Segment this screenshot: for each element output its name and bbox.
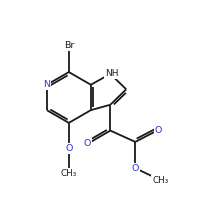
Text: O: O bbox=[65, 144, 73, 153]
Text: Br: Br bbox=[64, 41, 74, 50]
Text: O: O bbox=[132, 164, 139, 173]
Text: O: O bbox=[84, 139, 91, 148]
Text: CH₃: CH₃ bbox=[61, 169, 77, 178]
Text: N: N bbox=[43, 80, 50, 89]
Text: O: O bbox=[154, 126, 162, 135]
Text: NH: NH bbox=[105, 69, 118, 78]
Text: CH₃: CH₃ bbox=[152, 175, 168, 184]
